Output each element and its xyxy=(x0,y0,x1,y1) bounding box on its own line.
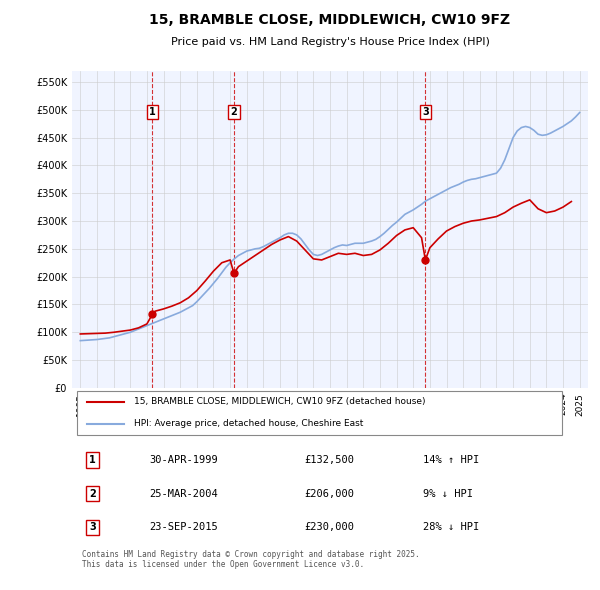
Text: 1: 1 xyxy=(89,455,96,465)
Text: 3: 3 xyxy=(422,107,429,117)
Text: 28% ↓ HPI: 28% ↓ HPI xyxy=(423,523,479,532)
Text: Contains HM Land Registry data © Crown copyright and database right 2025.
This d: Contains HM Land Registry data © Crown c… xyxy=(82,550,420,569)
Text: 30-APR-1999: 30-APR-1999 xyxy=(149,455,218,465)
Text: £206,000: £206,000 xyxy=(304,489,354,499)
Text: 2: 2 xyxy=(230,107,238,117)
FancyBboxPatch shape xyxy=(77,391,562,435)
Text: 15, BRAMBLE CLOSE, MIDDLEWICH, CW10 9FZ: 15, BRAMBLE CLOSE, MIDDLEWICH, CW10 9FZ xyxy=(149,12,511,27)
Text: 23-SEP-2015: 23-SEP-2015 xyxy=(149,523,218,532)
Text: 15, BRAMBLE CLOSE, MIDDLEWICH, CW10 9FZ (detached house): 15, BRAMBLE CLOSE, MIDDLEWICH, CW10 9FZ … xyxy=(134,398,425,407)
Text: 2: 2 xyxy=(89,489,96,499)
Text: 9% ↓ HPI: 9% ↓ HPI xyxy=(423,489,473,499)
Text: £132,500: £132,500 xyxy=(304,455,354,465)
Text: 25-MAR-2004: 25-MAR-2004 xyxy=(149,489,218,499)
Text: 3: 3 xyxy=(89,523,96,532)
Text: Price paid vs. HM Land Registry's House Price Index (HPI): Price paid vs. HM Land Registry's House … xyxy=(170,37,490,47)
Text: 1: 1 xyxy=(149,107,156,117)
Text: 14% ↑ HPI: 14% ↑ HPI xyxy=(423,455,479,465)
Text: £230,000: £230,000 xyxy=(304,523,354,532)
Text: HPI: Average price, detached house, Cheshire East: HPI: Average price, detached house, Ches… xyxy=(134,419,363,428)
